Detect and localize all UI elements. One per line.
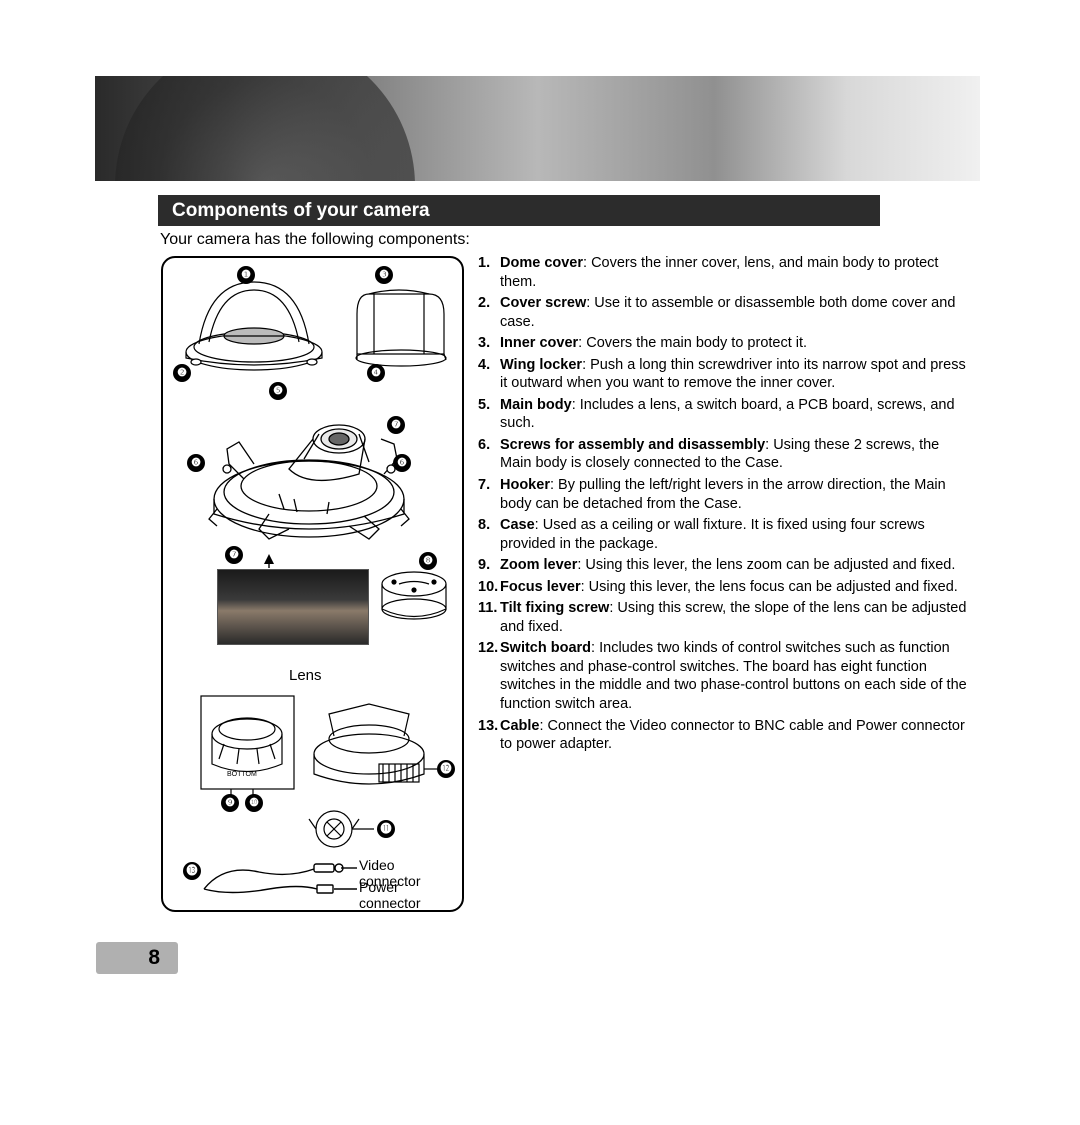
item-term: Zoom lever xyxy=(500,557,577,573)
callout-10: ❿ xyxy=(245,794,263,812)
callout-2: ❷ xyxy=(173,364,191,382)
callout-11: ⓫ xyxy=(377,820,395,838)
item-number: 6. xyxy=(478,436,490,455)
svg-text:BOTTOM: BOTTOM xyxy=(227,771,257,778)
callout-12: ⓬ xyxy=(437,760,455,778)
item-number: 8. xyxy=(478,516,490,535)
callout-4: ❹ xyxy=(367,364,385,382)
item-desc: : Using this lever, the lens zoom can be… xyxy=(577,557,955,573)
item-term: Wing locker xyxy=(500,357,582,373)
item-term: Switch board xyxy=(500,640,591,656)
callout-5: ❺ xyxy=(269,382,287,400)
list-item: 7. Hooker: By pulling the left/right leve… xyxy=(478,476,973,513)
item-term: Cable xyxy=(500,718,540,734)
item-term: Inner cover xyxy=(500,335,578,351)
item-number: 4. xyxy=(478,356,490,375)
callout-6a: ❻ xyxy=(187,454,205,472)
list-item: 8. Case: Used as a ceiling or wall fixtur… xyxy=(478,516,973,553)
list-item: 4.Wing locker: Push a long thin screwdri… xyxy=(478,356,973,393)
callout-3: ❸ xyxy=(375,266,393,284)
item-desc: : By pulling the left/right levers in th… xyxy=(500,477,946,512)
callout-6b: ❻ xyxy=(393,454,411,472)
list-item: 5.Main body: Includes a lens, a switch b… xyxy=(478,396,973,433)
list-item: 11.Tilt fixing screw: Using this screw, … xyxy=(478,599,973,636)
label-power-connector: Power connector xyxy=(359,879,456,911)
list-item: 13.Cable: Connect the Video connector to… xyxy=(478,717,973,754)
list-item: 2.Cover screw: Use it to assemble or dis… xyxy=(478,294,973,331)
item-number: 2. xyxy=(478,294,490,313)
header-banner-image xyxy=(95,76,980,181)
callout-7a: ❼ xyxy=(387,416,405,434)
item-number: 9. xyxy=(478,556,490,575)
item-term: Tilt fixing screw xyxy=(500,600,609,616)
callout-7b: ❼ xyxy=(225,546,243,564)
item-desc: : Using this lever, the lens focus can b… xyxy=(581,579,958,595)
item-desc: : Covers the main body to protect it. xyxy=(578,335,807,351)
components-list: 1.Dome cover: Covers the inner cover, le… xyxy=(478,254,973,757)
item-term: Hooker xyxy=(500,477,550,493)
callout-9: ❾ xyxy=(221,794,239,812)
item-number: 13. xyxy=(478,717,498,736)
item-term: Screws for assembly and disassembly xyxy=(500,437,765,453)
section-title: Components of your camera xyxy=(158,195,880,226)
list-item: 9. Zoom lever: Using this lever, the lens… xyxy=(478,556,973,575)
item-term: Dome cover xyxy=(500,255,583,271)
item-number: 1. xyxy=(478,254,490,273)
callout-8: ❽ xyxy=(419,552,437,570)
page-number: 8 xyxy=(96,942,178,974)
list-item: 3. Inner cover: Covers the main body to p… xyxy=(478,334,973,353)
item-number: 5. xyxy=(478,396,490,415)
item-term: Cover screw xyxy=(500,295,586,311)
item-term: Case xyxy=(500,517,535,533)
callout-1: ❶ xyxy=(237,266,255,284)
list-item: 1.Dome cover: Covers the inner cover, le… xyxy=(478,254,973,291)
item-desc: : Connect the Video connector to BNC cab… xyxy=(500,718,965,753)
item-number: 3. xyxy=(478,334,490,353)
intro-text: Your camera has the following components… xyxy=(160,231,470,249)
list-item: 10.Focus lever: Using this lever, the le… xyxy=(478,578,973,597)
item-number: 11. xyxy=(478,599,497,618)
callout-13: ⓭ xyxy=(183,862,201,880)
component-diagram: BOTTOM xyxy=(161,256,464,912)
photo-inset xyxy=(217,569,369,645)
item-number: 12. xyxy=(478,639,498,658)
item-desc: : Used as a ceiling or wall fixture. It … xyxy=(500,517,925,552)
label-lens: Lens xyxy=(289,667,322,684)
list-item: 12.Switch board: Includes two kinds of c… xyxy=(478,639,973,713)
item-term: Focus lever xyxy=(500,579,581,595)
item-number: 10. xyxy=(478,578,498,597)
item-number: 7. xyxy=(478,476,490,495)
item-term: Main body xyxy=(500,397,572,413)
list-item: 6.Screws for assembly and disassembly: U… xyxy=(478,436,973,473)
